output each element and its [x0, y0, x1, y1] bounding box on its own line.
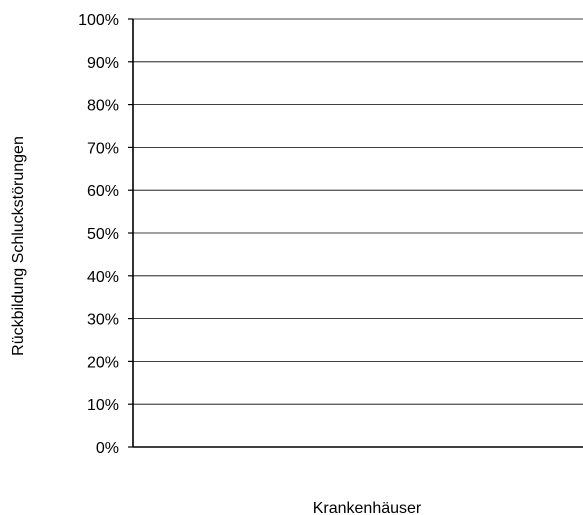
gridlines: [133, 18, 583, 405]
y-axis-ticks: [128, 18, 133, 448]
y-tick-label: 100%: [78, 12, 119, 29]
y-tick-label: 0%: [96, 440, 119, 457]
y-tick-label: 40%: [87, 269, 119, 286]
y-tick-label: 30%: [87, 312, 119, 329]
y-axis-title: Rückbildung Schluckstörungen: [10, 136, 27, 356]
x-axis-title: Krankenhäuser: [313, 500, 422, 515]
y-tick-label: 90%: [87, 55, 119, 72]
plot-area: [128, 18, 583, 448]
y-tick-label: 60%: [87, 183, 119, 200]
y-axis-tick-labels: 0% 10% 20% 30% 40% 50% 60% 70% 80% 90% 100%: [78, 12, 119, 457]
y-tick-label: 50%: [87, 226, 119, 243]
y-tick-label: 10%: [87, 397, 119, 414]
y-tick-label: 80%: [87, 98, 119, 115]
y-tick-label: 70%: [87, 140, 119, 157]
y-tick-label: 20%: [87, 354, 119, 371]
